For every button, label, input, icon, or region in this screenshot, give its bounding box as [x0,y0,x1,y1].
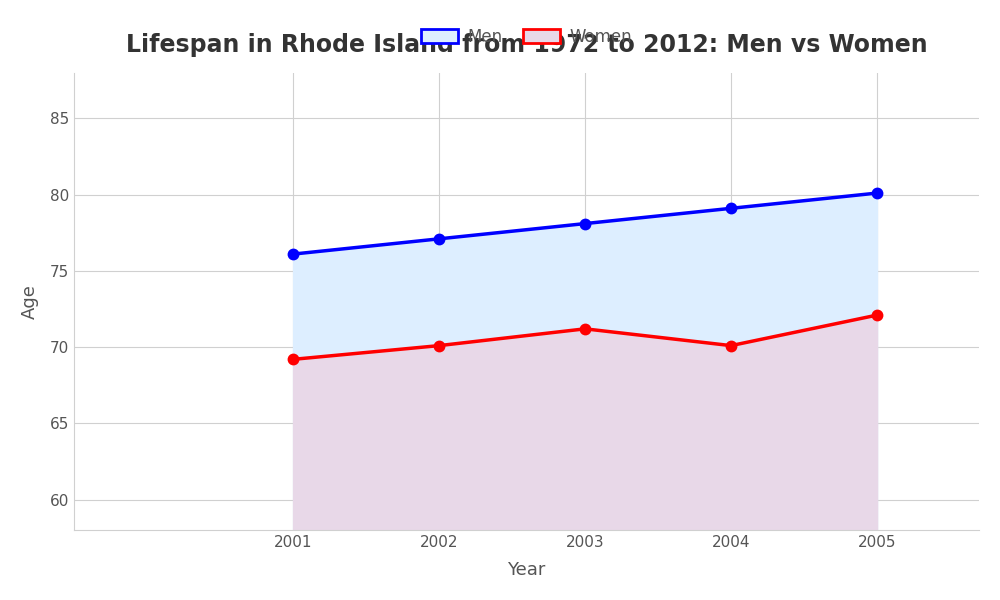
Y-axis label: Age: Age [21,284,39,319]
Title: Lifespan in Rhode Island from 1972 to 2012: Men vs Women: Lifespan in Rhode Island from 1972 to 20… [126,33,927,57]
X-axis label: Year: Year [507,561,546,579]
Legend: Men, Women: Men, Women [414,22,639,53]
